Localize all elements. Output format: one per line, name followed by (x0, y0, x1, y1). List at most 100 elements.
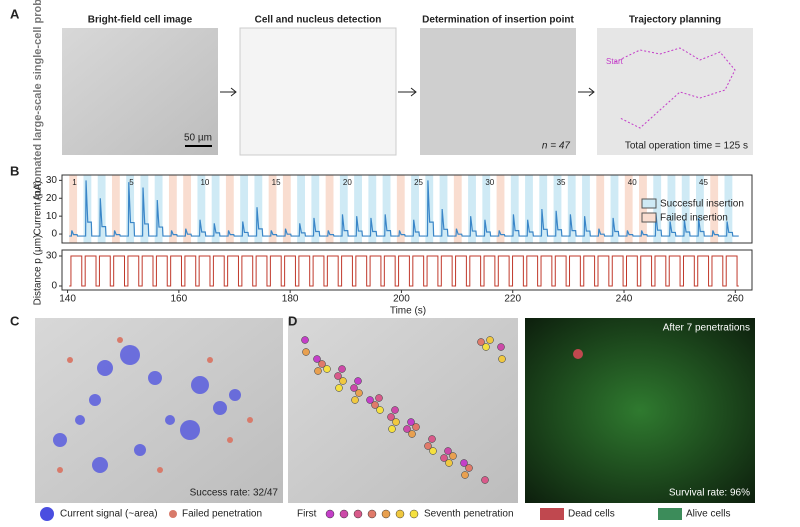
trial-stripe (496, 175, 505, 243)
trial-stripe (681, 175, 690, 243)
side-title: Automated large-scale single-cell probin… (32, 0, 44, 201)
penetration-dot (477, 338, 485, 346)
signal-dot (75, 415, 85, 425)
trial-stripe (453, 175, 462, 243)
distance-wave (225, 255, 241, 287)
plot-frame (61, 249, 753, 291)
current-trace (539, 208, 554, 237)
penetration-dot (412, 423, 420, 431)
current-trace (696, 217, 711, 237)
signal-dot (92, 457, 108, 473)
distance-wave (140, 255, 155, 287)
current-trace (710, 230, 725, 237)
legend-label: Dead cells (568, 509, 615, 520)
distance-wave (83, 255, 98, 287)
current-trace (496, 230, 511, 237)
current-trace (681, 219, 697, 237)
current-trace (168, 230, 184, 237)
trial-stripe (297, 175, 305, 243)
penetration-dot (376, 406, 384, 414)
trial-stripe (396, 175, 405, 243)
current-trace (297, 223, 312, 237)
distance-wave (382, 255, 397, 287)
penetration-dot (486, 336, 494, 344)
signal-dot (134, 444, 146, 456)
x-tick-label: 260 (727, 294, 744, 305)
trial-stripe (639, 175, 647, 243)
distance-wave (582, 255, 597, 287)
trial-stripe (624, 175, 633, 243)
failed-dot (207, 357, 213, 363)
current-trace (197, 219, 212, 237)
signal-dot (213, 401, 227, 415)
legend-swatch (641, 198, 657, 209)
penetration-dot (338, 365, 346, 373)
start-label: Start (606, 57, 624, 66)
penetration-dot (301, 336, 309, 344)
time-note: Total operation time = 125 s (625, 141, 748, 152)
current-trace (126, 182, 141, 237)
current-trace (439, 208, 454, 237)
fluorescence-image (525, 318, 755, 503)
current-trace (154, 200, 169, 237)
detection-image (239, 27, 397, 156)
legend-label: Failed penetration (182, 509, 262, 520)
probe-image (35, 318, 283, 503)
trial-label: 25 (414, 178, 423, 187)
legend-label: Current signal (~area) (60, 509, 158, 520)
signal-dot (229, 389, 241, 401)
count-note: n = 47 (542, 141, 571, 152)
penetration-dot (498, 355, 506, 363)
trial-label: 10 (200, 178, 209, 187)
trial-stripe (553, 175, 562, 243)
y-tick-label: 30 (46, 175, 58, 186)
penetration-dot (449, 452, 457, 460)
distance-wave (596, 255, 611, 287)
distance-wave (297, 255, 312, 287)
success-note: Success rate: 32/47 (190, 488, 279, 499)
trial-label: 45 (699, 178, 708, 187)
plot-frame (61, 174, 753, 244)
distance-wave (197, 255, 212, 287)
current-trace (311, 217, 326, 237)
legend-label: Succesful insertion (660, 199, 744, 210)
failed-dot (117, 337, 123, 343)
trajectory-image (597, 28, 753, 155)
trial-stripe (567, 175, 576, 243)
legend-swatch (169, 510, 177, 518)
failed-dot (247, 417, 253, 423)
penetration-dot (387, 413, 395, 421)
legend-swatch (40, 507, 54, 521)
legend-swatch (641, 212, 657, 223)
step-title: Determination of insertion point (422, 15, 574, 26)
legend-label: Alive cells (686, 509, 730, 520)
trial-stripe (482, 175, 491, 243)
trial-label: 30 (485, 178, 494, 187)
distance-wave (724, 255, 739, 287)
current-trace (610, 217, 625, 237)
insertion-image (420, 28, 576, 155)
penetration-dot (408, 430, 416, 438)
failed-dot (57, 467, 63, 473)
penetration-dot (403, 425, 411, 433)
distance-wave (368, 255, 383, 287)
current-trace (582, 216, 597, 237)
current-trace (183, 228, 198, 237)
current-trace (468, 216, 483, 237)
penetration-dot (391, 406, 399, 414)
penetration-dot (366, 396, 374, 404)
penetration-dot (302, 348, 310, 356)
live-title: After 7 penetrations (663, 323, 750, 334)
penetration-dot (407, 418, 415, 426)
penetration-dot (440, 454, 448, 462)
penetration-dot (350, 384, 358, 392)
distance-wave (425, 255, 440, 287)
current-trace (354, 216, 369, 237)
trial-stripe (667, 175, 676, 243)
legend-swatch (367, 509, 377, 519)
failed-dot (157, 467, 163, 473)
current-trace (425, 180, 440, 237)
trial-stripe (354, 175, 362, 243)
x-tick-label: 200 (393, 294, 410, 305)
